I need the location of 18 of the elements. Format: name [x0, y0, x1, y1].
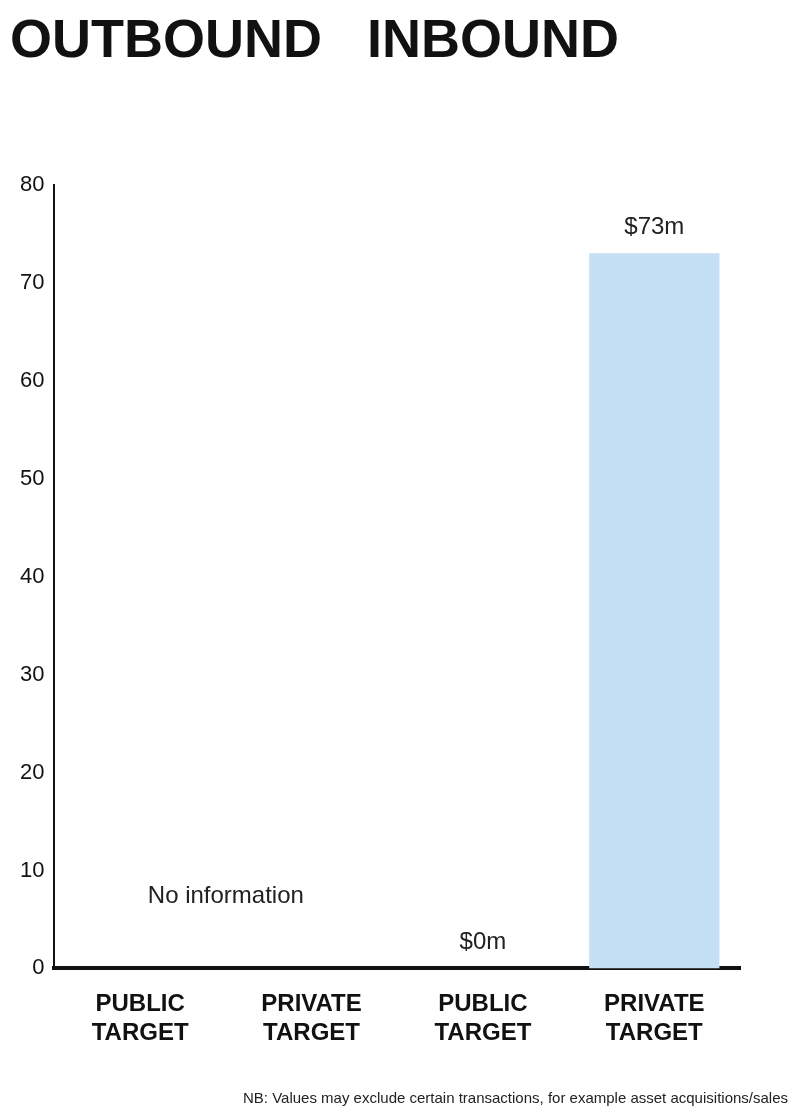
- y-tick-label: 50: [19, 464, 45, 490]
- x-tick-label: PRIVATE TARGET: [604, 989, 705, 1046]
- x-tick-label: PUBLIC TARGET: [434, 989, 532, 1046]
- x-tick-label: PUBLIC TARGET: [91, 989, 189, 1046]
- chart-title: OUTBOUND INBOUND: [10, 8, 619, 69]
- y-tick-label: 60: [19, 366, 45, 392]
- y-tick-label: 20: [19, 758, 45, 784]
- y-tick-label: 30: [19, 660, 45, 686]
- text: NB: Values may exclude certain transactions, for example asset acquisitions/sales: [243, 1088, 788, 1106]
- annotation: No information: [147, 881, 304, 909]
- y-tick-label: 10: [19, 856, 45, 882]
- data-label: $0m: [459, 927, 507, 955]
- y-tick-label: 80: [19, 170, 45, 196]
- x-tick-label: PRIVATE TARGET: [261, 989, 362, 1046]
- data-label: $73m: [624, 211, 685, 239]
- y-tick-label: 70: [19, 268, 45, 294]
- y-tick-label: 40: [19, 562, 45, 588]
- y-tick-label: 0: [32, 954, 45, 980]
